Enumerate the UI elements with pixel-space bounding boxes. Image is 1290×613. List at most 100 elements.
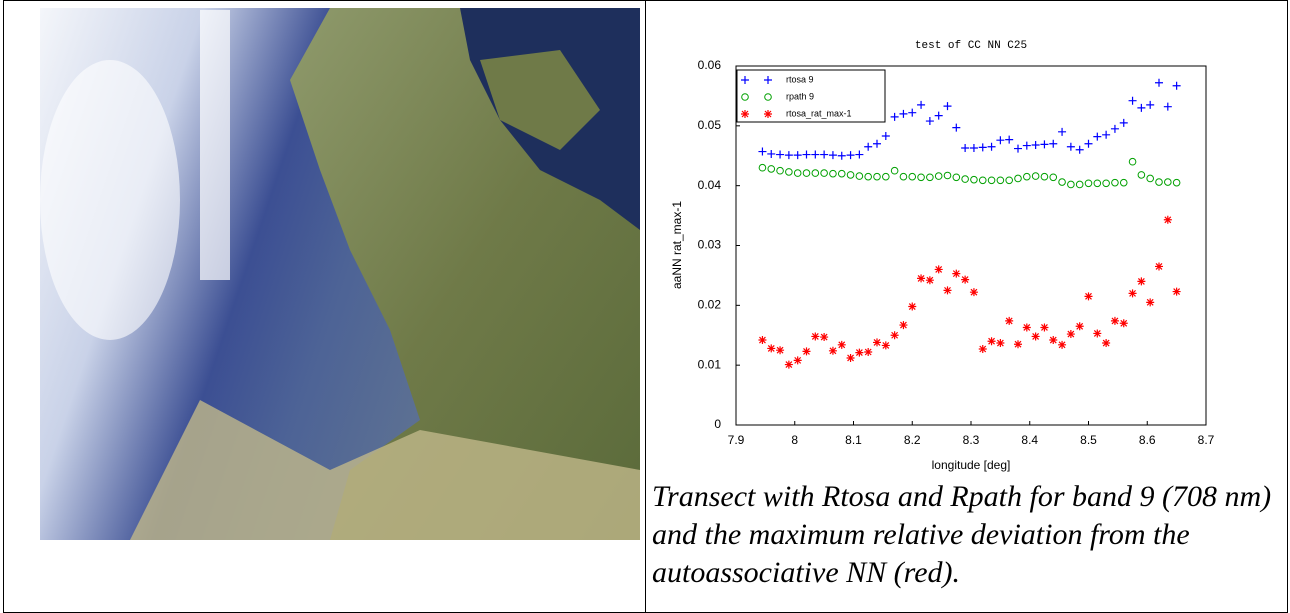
marker: [1102, 130, 1111, 139]
marker: [1049, 173, 1058, 182]
marker: [1031, 332, 1040, 341]
marker: [855, 348, 864, 357]
marker: [917, 173, 925, 182]
marker: [820, 333, 829, 342]
legend: rtosa 9 rpath 9 rtosa_rat_max-1: [741, 74, 852, 118]
legend-label: rtosa 9: [786, 74, 814, 84]
marker: [890, 112, 899, 121]
marker: [1128, 96, 1137, 105]
marker: [978, 345, 987, 354]
marker: [873, 172, 881, 181]
marker: [881, 341, 890, 350]
marker: [758, 163, 767, 172]
marker: [987, 142, 996, 151]
marker: [934, 111, 943, 120]
marker: [846, 353, 855, 362]
marker: [846, 151, 855, 160]
marker: [1066, 142, 1075, 151]
marker: [793, 169, 802, 177]
marker: [1110, 316, 1119, 325]
marker: [1058, 127, 1067, 136]
marker: [1075, 180, 1084, 189]
marker: [1146, 298, 1155, 307]
marker: [758, 147, 767, 156]
y-tick-label: 0.03: [698, 238, 722, 252]
marker: [908, 108, 917, 117]
marker: [943, 102, 952, 111]
marker: [1040, 172, 1049, 181]
marker: [1128, 157, 1137, 166]
x-tick-label: 8.5: [1080, 433, 1097, 447]
marker: [811, 169, 820, 177]
marker: [873, 139, 881, 148]
marker: [934, 172, 943, 180]
marker: [925, 117, 934, 126]
marker: [1005, 135, 1014, 144]
y-axis-label: aaNN rat_max-1: [670, 201, 684, 289]
marker: [890, 166, 899, 175]
marker: [1128, 289, 1137, 298]
x-tick-label: 8.2: [904, 433, 921, 447]
marker: [969, 143, 978, 152]
marker: [864, 142, 873, 151]
marker: [767, 165, 776, 173]
marker: [1093, 329, 1102, 338]
marker: [1022, 141, 1031, 150]
marker: [1093, 132, 1102, 141]
marker: [802, 150, 811, 159]
x-tick-label: 8.6: [1139, 433, 1156, 447]
marker: [961, 143, 970, 152]
marker: [1155, 78, 1163, 87]
marker: [764, 76, 772, 84]
marker: [1084, 139, 1093, 148]
marker: [1172, 287, 1181, 296]
marker: [1075, 145, 1084, 154]
marker: [978, 176, 987, 185]
marker: [820, 169, 828, 177]
marker: [828, 346, 837, 355]
legend-label: rpath 9: [786, 91, 814, 101]
marker: [1119, 178, 1128, 187]
cell-divider: [645, 0, 646, 612]
marker: [952, 269, 961, 278]
marker: [917, 274, 926, 283]
marker: [1049, 139, 1058, 148]
marker: [758, 336, 767, 345]
marker: [793, 151, 802, 160]
marker: [899, 109, 908, 118]
marker: [1066, 330, 1075, 339]
plot: 7.9 8 8.1 8.2 8.3 8.4 8.5 8.6 8.7 0 0.01 0.02 0.03 0.…: [698, 58, 1215, 447]
marker: [793, 356, 802, 365]
x-tick-label: 8.3: [963, 433, 980, 447]
marker: [784, 360, 793, 369]
marker: [1164, 178, 1172, 186]
marker: [811, 150, 820, 159]
x-tick-label: 8: [791, 433, 798, 447]
marker: [1022, 323, 1031, 332]
marker: [829, 169, 837, 178]
marker: [1031, 140, 1040, 149]
marker: [952, 123, 961, 132]
marker: [987, 176, 996, 185]
marker: [767, 149, 776, 158]
y-tick-label: 0.05: [698, 118, 722, 132]
marker: [802, 347, 811, 356]
marker: [741, 93, 749, 101]
marker: [970, 175, 978, 184]
marker: [908, 172, 917, 181]
marker: [1023, 172, 1031, 181]
marker: [741, 76, 749, 84]
marker: [952, 173, 961, 182]
x-tick-label: 8.4: [1021, 433, 1038, 447]
marker: [802, 169, 811, 177]
marker: [1102, 179, 1110, 188]
x-tick-label: 8.7: [1198, 433, 1215, 447]
marker: [1058, 340, 1067, 349]
marker: [1172, 81, 1181, 90]
marker: [864, 172, 872, 181]
satellite-image: [40, 8, 640, 540]
marker: [917, 100, 926, 109]
marker: [1067, 180, 1075, 189]
marker: [1119, 319, 1128, 328]
marker: [899, 172, 908, 181]
